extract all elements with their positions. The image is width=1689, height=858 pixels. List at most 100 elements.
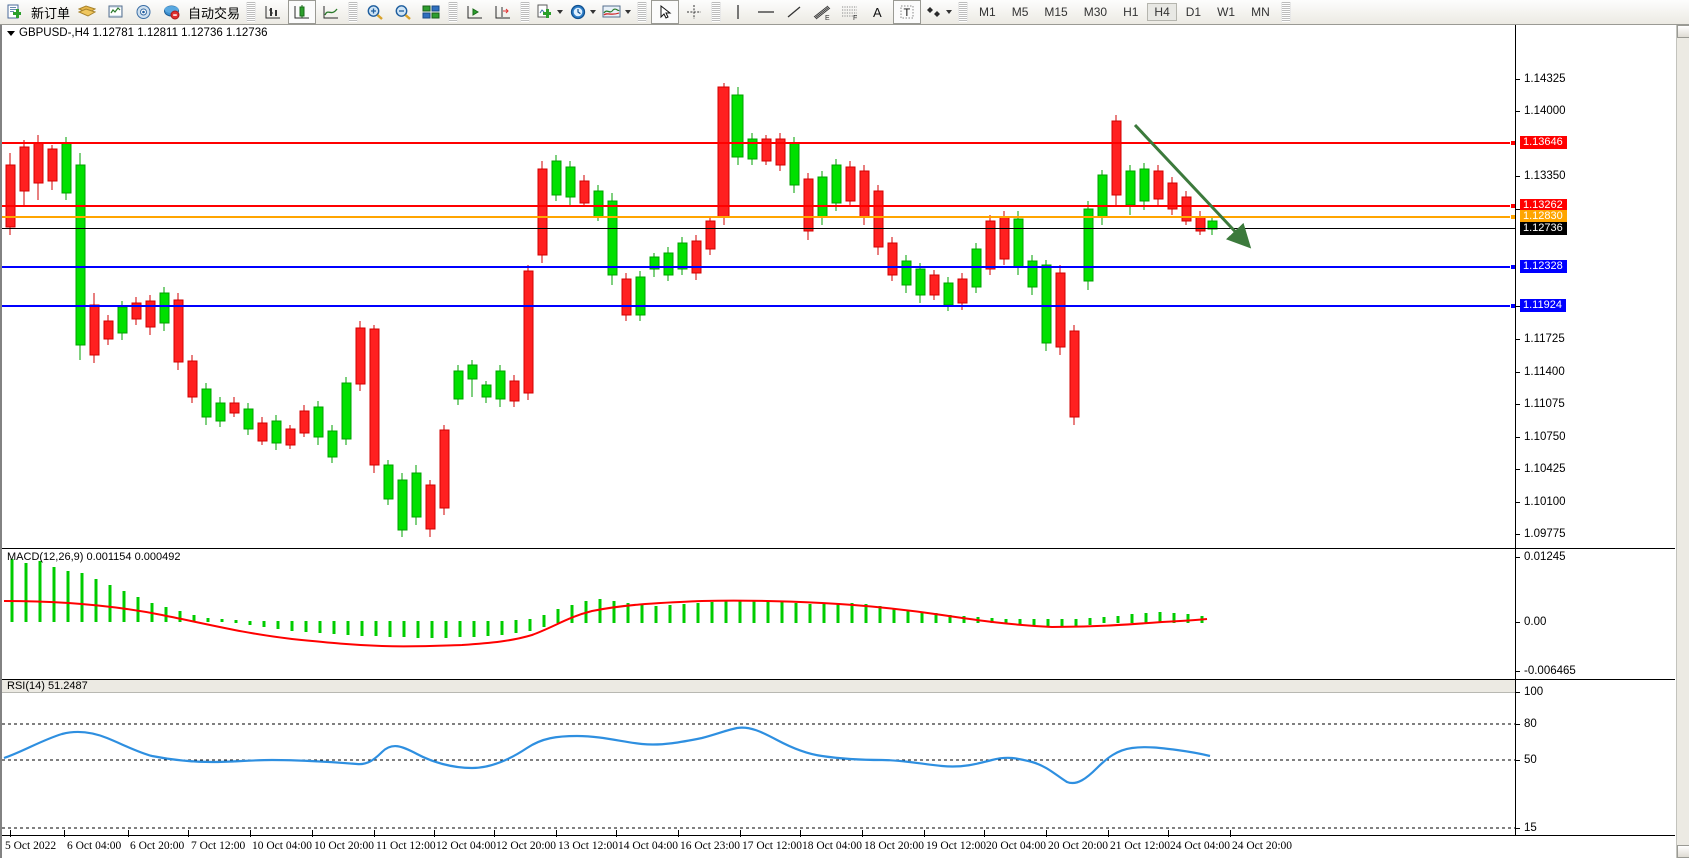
scroll-down-icon[interactable]	[1677, 845, 1689, 858]
time-label: 24 Oct 04:00	[1170, 840, 1231, 852]
hline-pivot[interactable]	[2, 214, 1516, 220]
time-label: 7 Oct 12:00	[191, 840, 246, 852]
indicators-icon[interactable]	[600, 1, 633, 23]
data-window-icon[interactable]	[158, 1, 184, 23]
price-tag-resistance-1[interactable]: 1.13646	[1520, 136, 1567, 149]
timeframe-group: M1 M5 M15 M30 H1 H4 D1 W1 MN	[971, 3, 1278, 21]
candlestick-series	[5, 83, 1218, 537]
hline-resistance-2[interactable]	[2, 203, 1516, 209]
price-pane[interactable]: GBPUSD-,H4 1.12781 1.12811 1.12736 1.127…	[2, 25, 1676, 548]
period-icon[interactable]	[567, 1, 598, 23]
chart-window[interactable]: GBPUSD-,H4 1.12781 1.12811 1.12736 1.127…	[0, 25, 1689, 858]
timeframe-m30[interactable]: M30	[1083, 5, 1108, 19]
time-label: 10 Oct 04:00	[252, 840, 313, 852]
timeframe-h4[interactable]: H4	[1147, 3, 1177, 21]
macd-pane[interactable]: MACD(12,26,9) 0.001154 0.000492	[2, 548, 1676, 679]
hline-support-2[interactable]	[2, 303, 1516, 309]
zoom-in-icon[interactable]	[362, 1, 388, 23]
line-chart-icon[interactable]	[318, 1, 344, 23]
rsi-pane-header	[2, 680, 1675, 693]
trendline-icon[interactable]	[781, 1, 807, 23]
timeframe-w1[interactable]: W1	[1217, 5, 1236, 19]
axis-tick: 1.13350	[1524, 170, 1566, 182]
toolbar-separator	[246, 2, 257, 22]
time-label: 13 Oct 12:00	[558, 840, 619, 852]
timeframe-h1[interactable]: H1	[1123, 5, 1139, 19]
time-label: 21 Oct 12:00	[1110, 840, 1171, 852]
fibonacci-icon[interactable]: F	[837, 1, 863, 23]
toolbar-separator	[1280, 2, 1291, 22]
bar-chart-icon[interactable]	[260, 1, 286, 23]
time-label: 11 Oct 12:00	[376, 840, 436, 852]
time-label: 17 Oct 12:00	[742, 840, 803, 852]
chart-dropdown-icon[interactable]	[7, 31, 15, 36]
svg-text:A: A	[873, 5, 882, 20]
chart-shift-icon[interactable]	[490, 1, 516, 23]
timeframe-m5[interactable]: M5	[1011, 5, 1029, 19]
price-tag-pivot[interactable]: 1.12830	[1520, 210, 1567, 223]
text-label-icon[interactable]: T	[893, 0, 922, 24]
chevron-down-icon[interactable]	[946, 10, 953, 14]
chevron-down-icon[interactable]	[625, 10, 632, 14]
new-order-label[interactable]: 新订单	[31, 5, 71, 21]
hline-support-1[interactable]	[2, 264, 1516, 270]
auto-scroll-icon[interactable]	[462, 1, 488, 23]
axis-tick: 1.14325	[1524, 73, 1566, 85]
macd-axis[interactable]: 0.01245 0.00 -0.006465	[1515, 549, 1676, 679]
time-label: 6 Oct 20:00	[130, 840, 185, 852]
rsi-label: RSI(14) 51.2487	[7, 680, 88, 692]
axis-tick: 1.10750	[1524, 431, 1566, 443]
axis-tick: 1.11075	[1524, 398, 1565, 410]
scroll-up-icon[interactable]	[1677, 25, 1689, 38]
horizontal-line-icon[interactable]	[753, 1, 779, 23]
vertical-line-icon[interactable]	[725, 1, 751, 23]
time-label: 14 Oct 04:00	[618, 840, 679, 852]
toolbar-separator	[448, 2, 459, 22]
timeframe-m15[interactable]: M15	[1044, 5, 1068, 19]
time-label: 12 Oct 20:00	[496, 840, 557, 852]
chevron-down-icon[interactable]	[557, 10, 564, 14]
rsi-tick: 100	[1524, 686, 1544, 698]
shapes-icon[interactable]	[923, 1, 954, 23]
downtrend-arrow-icon[interactable]	[1127, 117, 1277, 257]
market-watch-icon[interactable]	[102, 1, 128, 23]
auto-trading-label[interactable]: 自动交易	[188, 5, 241, 21]
macd-tick: -0.006465	[1524, 665, 1576, 677]
time-axis[interactable]: 5 Oct 2022 6 Oct 04:00 6 Oct 20:00 7 Oct…	[2, 830, 1675, 858]
chevron-down-icon[interactable]	[590, 10, 597, 14]
hline-resistance-1[interactable]	[2, 140, 1516, 146]
axis-tick: 1.11400	[1524, 366, 1565, 378]
zoom-out-icon[interactable]	[390, 1, 416, 23]
equidistant-channel-icon[interactable]: E	[809, 1, 835, 23]
price-tag-support-2[interactable]: 1.11924	[1520, 299, 1566, 312]
toolbar-separator	[348, 2, 359, 22]
candlestick-chart-icon[interactable]	[288, 0, 317, 24]
main-toolbar: 新订单 自动交易	[0, 0, 1689, 25]
cursor-icon[interactable]	[651, 0, 680, 24]
navigator-icon[interactable]	[130, 1, 156, 23]
timeframe-m1[interactable]: M1	[979, 5, 996, 19]
timeframe-mn[interactable]: MN	[1251, 5, 1270, 19]
time-label: 18 Oct 20:00	[864, 840, 925, 852]
toolbar-separator	[520, 2, 531, 22]
new-chart-icon[interactable]	[534, 1, 565, 23]
axis-tick: 1.14000	[1524, 105, 1566, 117]
rsi-axis[interactable]: 100 80 50 15	[1515, 680, 1676, 837]
price-tag-current: 1.12736	[1520, 222, 1567, 235]
timeframe-d1[interactable]: D1	[1185, 5, 1202, 19]
chart-scrollbar[interactable]	[1676, 25, 1689, 858]
time-label: 20 Oct 20:00	[1048, 840, 1109, 852]
new-order-icon[interactable]	[1, 1, 27, 23]
price-axis[interactable]: 1.14325 1.14000 1.13350 1.13025 1.12050 …	[1515, 25, 1676, 548]
toolbar-separator	[958, 2, 969, 22]
price-tag-resistance-2[interactable]: 1.13262	[1520, 199, 1567, 212]
crosshair-icon[interactable]	[681, 1, 707, 23]
tile-windows-icon[interactable]	[418, 1, 444, 23]
rsi-pane[interactable]: RSI(14) 51.2487 100 80 50 15	[2, 679, 1676, 837]
profiles-icon[interactable]	[74, 1, 100, 23]
text-icon[interactable]: A	[865, 1, 891, 23]
time-label: 5 Oct 2022	[5, 840, 57, 852]
macd-series	[3, 559, 1208, 648]
time-label: 10 Oct 20:00	[314, 840, 375, 852]
price-tag-support-1[interactable]: 1.12328	[1520, 260, 1567, 273]
